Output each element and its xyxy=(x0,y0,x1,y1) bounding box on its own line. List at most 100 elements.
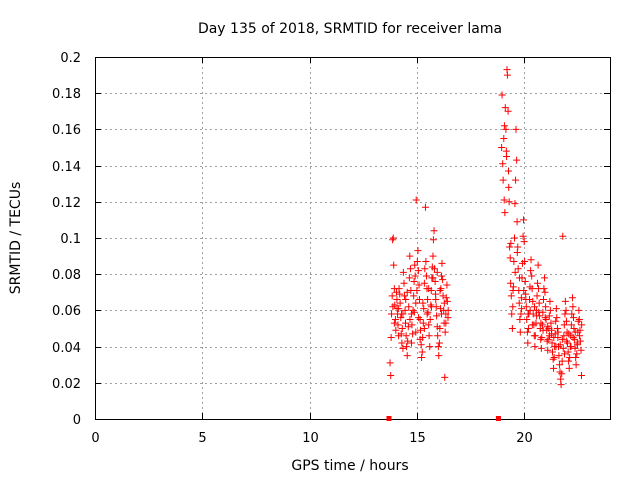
data-point xyxy=(423,310,431,318)
data-point xyxy=(440,299,448,307)
data-point xyxy=(424,296,432,304)
data-point xyxy=(403,352,411,360)
data-point xyxy=(426,315,434,323)
data-point xyxy=(415,314,423,322)
data-point xyxy=(402,296,410,304)
data-point xyxy=(561,350,569,358)
data-point xyxy=(562,306,570,314)
data-point xyxy=(502,125,510,133)
data-point xyxy=(432,296,440,304)
data-point xyxy=(521,277,529,285)
data-point xyxy=(518,305,526,313)
data-point xyxy=(545,332,553,340)
data-point xyxy=(437,285,445,293)
data-point xyxy=(406,252,414,260)
data-point xyxy=(426,343,434,351)
data-point xyxy=(405,274,413,282)
plot-border xyxy=(95,57,611,420)
data-point xyxy=(515,274,523,282)
data-point xyxy=(505,198,513,206)
data-point xyxy=(530,303,538,311)
data-point xyxy=(397,314,405,322)
data-point xyxy=(429,236,437,244)
data-point xyxy=(527,267,535,275)
data-point xyxy=(553,325,561,332)
data-point xyxy=(547,319,555,327)
data-point xyxy=(558,335,566,343)
data-point xyxy=(512,176,520,184)
data-point xyxy=(500,196,508,204)
y-tick-label: 0.2 xyxy=(60,51,81,66)
data-point xyxy=(413,286,421,294)
data-point xyxy=(395,285,403,293)
x-tick-label: 15 xyxy=(409,431,426,446)
data-point xyxy=(431,277,439,285)
data-point xyxy=(561,310,569,318)
data-point xyxy=(558,357,566,365)
data-point xyxy=(552,305,560,313)
data-point xyxy=(524,325,532,332)
data-point xyxy=(434,343,442,351)
data-point xyxy=(546,306,554,314)
data-point xyxy=(398,325,406,332)
data-point xyxy=(421,203,429,211)
data-point xyxy=(517,294,525,302)
x-tick-label: 10 xyxy=(302,431,319,446)
data-point xyxy=(511,234,519,242)
data-point xyxy=(395,332,403,340)
data-point xyxy=(406,315,414,323)
data-point xyxy=(520,286,528,294)
data-point xyxy=(575,315,583,323)
data-point xyxy=(569,334,577,342)
data-point xyxy=(498,91,506,99)
data-point xyxy=(520,238,528,246)
data-point xyxy=(512,125,520,133)
data-point xyxy=(576,332,584,340)
data-point xyxy=(430,265,438,273)
data-point xyxy=(557,381,565,389)
data-point xyxy=(504,107,512,115)
data-point xyxy=(554,328,562,336)
data-point xyxy=(397,310,405,318)
data-points xyxy=(386,66,586,421)
data-point xyxy=(538,334,546,342)
data-point xyxy=(387,334,395,342)
data-point xyxy=(541,288,549,296)
data-point xyxy=(565,330,573,338)
data-point xyxy=(400,279,408,287)
data-point xyxy=(410,292,418,300)
data-point xyxy=(412,299,420,307)
x-tick-label: 0 xyxy=(91,431,99,446)
data-point xyxy=(403,288,411,296)
data-point xyxy=(429,274,437,282)
data-point xyxy=(500,134,508,142)
y-tick-label: 0.06 xyxy=(52,304,81,319)
data-point xyxy=(419,319,427,327)
data-point xyxy=(541,274,549,282)
data-point xyxy=(393,305,401,313)
data-point xyxy=(398,339,406,347)
data-point xyxy=(548,348,556,356)
data-point xyxy=(513,156,521,164)
data-point xyxy=(418,348,426,356)
data-point xyxy=(388,292,396,300)
data-point xyxy=(399,344,407,352)
data-point xyxy=(577,346,585,354)
data-point xyxy=(427,303,435,311)
data-point xyxy=(427,301,435,309)
data-point xyxy=(539,326,547,334)
data-point xyxy=(520,216,528,224)
data-point xyxy=(519,232,527,240)
data-point xyxy=(562,317,570,325)
axis-ticks: 0 0.02 0.04 0.06 0.08 0.1 0.12 0.14 0.16 0.18 0.2 0… xyxy=(52,51,610,446)
grid xyxy=(95,57,610,419)
data-point xyxy=(441,328,449,336)
data-point xyxy=(505,167,513,175)
data-point xyxy=(573,350,581,358)
data-point xyxy=(509,286,517,294)
data-point xyxy=(501,104,509,112)
data-point xyxy=(507,279,515,287)
data-point xyxy=(389,236,397,244)
data-point xyxy=(506,254,514,262)
data-point xyxy=(438,259,446,267)
